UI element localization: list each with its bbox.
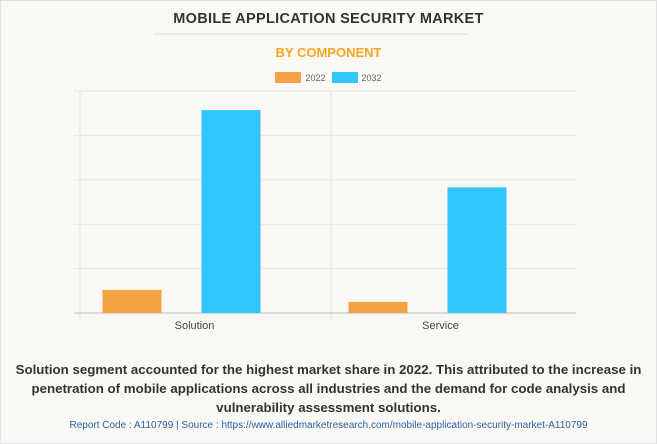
bar-service-2032[interactable] <box>447 187 507 313</box>
source-footer[interactable]: Report Code : A110799 | Source : https:/… <box>69 420 588 431</box>
legend-item-2022[interactable]: 2022 <box>275 72 326 83</box>
legend-label-2022: 2022 <box>305 72 326 83</box>
chart-subtitle: BY COMPONENT <box>275 45 382 60</box>
bar-solution-2032[interactable] <box>201 110 261 313</box>
legend-item-2032[interactable]: 2032 <box>331 72 382 83</box>
bar-solution-2022[interactable] <box>102 289 162 313</box>
x-tick-label: Service <box>422 320 459 332</box>
legend: 2022 2032 <box>0 72 657 83</box>
legend-swatch-2032 <box>331 72 358 83</box>
summary-text: Solution segment accounted for the highe… <box>15 362 642 415</box>
x-tick-label: Solution <box>175 320 215 332</box>
chart-title: MOBILE APPLICATION SECURITY MARKET <box>173 11 484 27</box>
title-divider <box>154 33 468 35</box>
legend-swatch-2022 <box>275 72 302 83</box>
legend-label-2032: 2032 <box>361 72 382 83</box>
bar-service-2022[interactable] <box>348 301 408 313</box>
